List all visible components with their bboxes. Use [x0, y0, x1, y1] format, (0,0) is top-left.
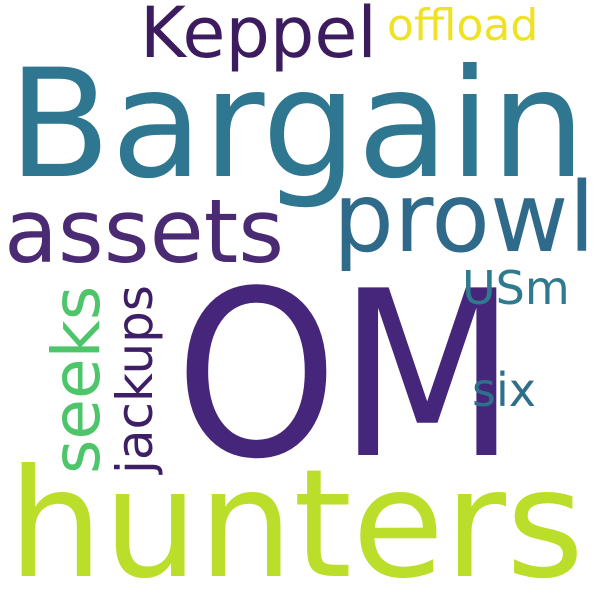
word-prowl: prowl — [333, 162, 596, 274]
word-six: six — [472, 363, 536, 417]
word-hunters: hunters — [8, 438, 585, 600]
word-offload: offload — [387, 0, 539, 51]
word-seeks: seeks — [38, 285, 115, 474]
word-jackups: jackups — [106, 285, 164, 474]
word-assets: assets — [4, 180, 285, 283]
word-keppel: Keppel — [140, 0, 377, 74]
word-usm: USm — [462, 261, 570, 315]
word-bargain: Bargain — [8, 38, 586, 212]
word-om: OM — [175, 243, 517, 510]
